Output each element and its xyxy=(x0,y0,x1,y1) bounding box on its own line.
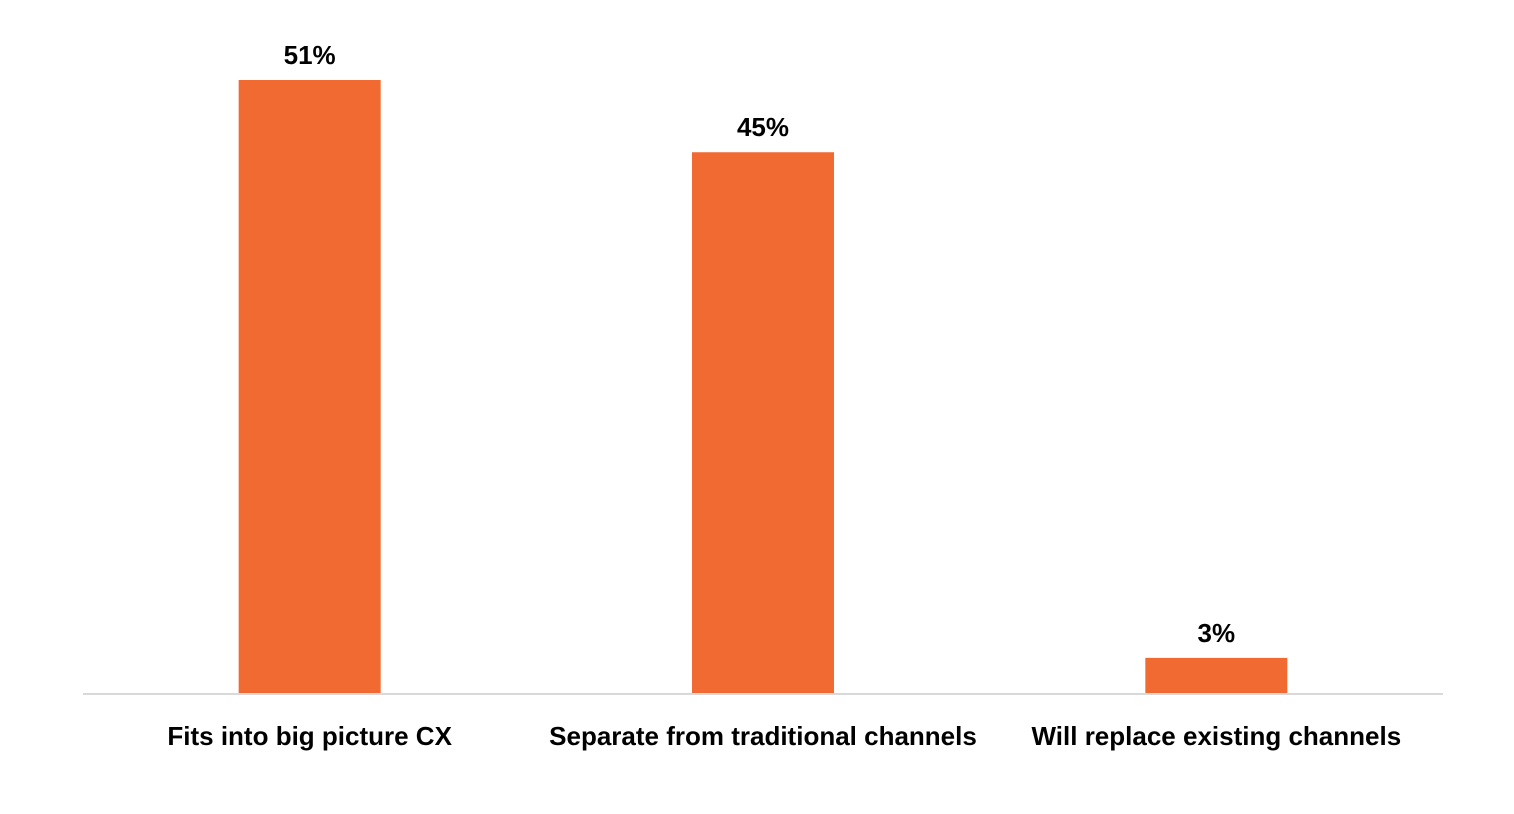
category-label-1: Fits into big picture CX xyxy=(167,721,452,751)
data-label-2: 45% xyxy=(737,112,789,142)
bar-3 xyxy=(1145,657,1288,694)
category-label-3: Will replace existing channels xyxy=(1031,721,1401,751)
bar-1 xyxy=(238,80,381,694)
category-labels-group: Fits into big picture CX Separate from tr… xyxy=(167,721,1401,751)
bar-2 xyxy=(692,152,834,694)
bars-group xyxy=(238,80,1288,694)
value-labels-group: 51% 45% 3% xyxy=(284,40,1235,648)
data-label-1: 51% xyxy=(284,40,336,70)
category-label-2: Separate from traditional channels xyxy=(549,721,977,751)
data-label-3: 3% xyxy=(1198,618,1236,648)
